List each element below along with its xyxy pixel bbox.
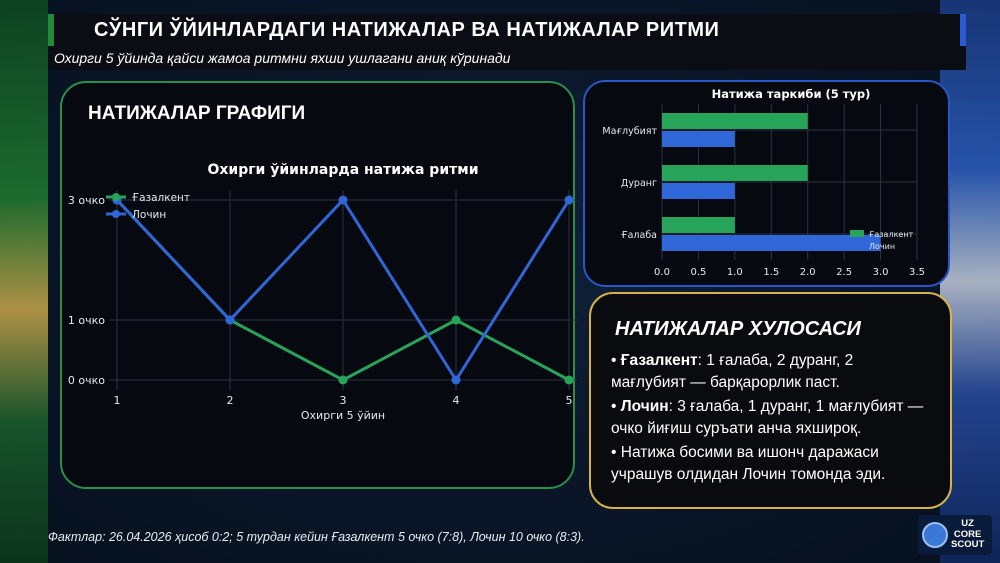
line-chart-legend: Ғазалкент Лочин [106,192,190,221]
x-tick-label: 2.5 [836,267,852,278]
x-tick-label: 0.0 [654,267,670,278]
bar-chart-legend: Ғазалкент Лочин [850,230,914,251]
category-label: Ғалаба [621,230,657,241]
x-tick-label: 4 [453,394,460,407]
series-point [338,375,348,385]
bar [662,165,808,181]
results-chart-panel: НАТИЖАЛАР ГРАФИГИ Охирги ўйинларда натиж… [60,81,577,489]
legend-label: Ғазалкент [132,192,190,204]
legend-label: Лочин [132,209,166,221]
line-chart-title: Охирги ўйинларда натижа ритми [207,162,478,178]
line-chart: Охирги ўйинларда натижа ритми 1 2 3 4 5 0 оч… [68,162,577,422]
summary-heading: НАТИЖАЛАР ХУЛОСАСИ [615,318,861,340]
summary-item: • Ғазалкент: 1 ғалаба, 2 дуранг, 2 мағлу… [611,350,931,394]
bar-chart-grid [661,104,918,260]
bar-chart-bars [662,113,881,251]
bar-chart-title: Натижа таркиби (5 тур) [712,87,871,101]
x-tick-label: 2 [227,394,234,407]
results-breakdown-panel: Натижа таркиби (5 тур) Мағлубият Дуранг Ға… [583,80,950,287]
bar [662,217,735,233]
legend-marker [112,210,120,218]
title-bar: СЎНГИ ЎЙИНЛАРДАГИ НАТИЖАЛАР ВА НАТИЖАЛАР… [48,14,966,46]
category-label: Дуранг [621,178,657,189]
summary-text: Натижа босими ва ишонч даражаси учрашув … [611,444,886,483]
series-point [451,375,461,385]
summary-list: • Ғазалкент: 1 ғалаба, 2 дуранг, 2 мағлу… [611,350,931,488]
bar [662,113,808,129]
line-chart-y-ticks: 0 очко 1 очко 3 очко [68,194,105,387]
logo-line: UZ [961,518,974,529]
x-tick-label: 1 [114,394,121,407]
series-point [225,315,235,325]
team-name: Ғазалкент [620,352,698,369]
summary-text: : 1 ғалаба, 2 дуранг, 2 мағлубият — барқ… [611,352,854,391]
subtitle-bar: Охирги 5 ўйинда қайси жамоа ритмни яхши … [48,46,966,70]
series-point [564,195,574,205]
uz-core-scout-logo: UZ CORE SCOUT [918,515,992,555]
summary-text: : 3 ғалаба, 1 дуранг, 1 мағлубият — очко… [611,398,924,437]
bar [662,235,881,251]
bullet: • [611,398,617,415]
x-tick-label: 3.5 [909,267,925,278]
x-tick-label: 2.0 [800,267,816,278]
series-point [338,195,348,205]
bullet: • [611,352,617,369]
x-tick-label: 1.0 [727,267,743,278]
x-tick-label: 3.0 [873,267,889,278]
x-tick-label: 1.5 [763,267,779,278]
bullet: • [611,444,617,461]
category-label: Мағлубият [602,126,657,137]
y-tick-label: 1 очко [68,314,105,327]
legend-marker [112,193,120,201]
page-title: СЎНГИ ЎЙИНЛАРДАГИ НАТИЖАЛАР ВА НАТИЖАЛАР… [94,19,720,41]
y-tick-label: 0 очко [68,374,105,387]
logo-line: CORE [953,528,982,540]
x-tick-label: 0.5 [690,267,706,278]
bar [662,183,735,199]
bar-chart-category-labels: Мағлубият Дуранг Ғалаба [602,126,657,241]
legend-swatch [850,230,864,237]
footer-facts: Фактлар: 26.04.2026 ҳисоб 0:2; 5 турдан … [48,530,585,544]
logo-ball-icon [922,522,948,548]
y-tick-label: 3 очко [68,194,105,207]
results-summary-panel: НАТИЖАЛАР ХУЛОСАСИ • Ғазалкент: 1 ғалаба… [589,292,952,509]
results-chart-heading: НАТИЖАЛАР ГРАФИГИ [88,103,306,124]
summary-item: • Натижа босими ва ишонч даражаси учрашу… [611,442,931,486]
legend-label: Лочин [869,242,895,251]
legend-swatch [850,242,864,249]
series-point [451,315,461,325]
line-chart-x-label: Охирги 5 ўйин [301,409,385,422]
bar-chart: Натижа таркиби (5 тур) Мағлубият Дуранг Ға… [602,87,925,278]
x-tick-label: 5 [566,394,573,407]
logo-line: SCOUT [951,539,985,550]
line-chart-x-ticks: 1 2 3 4 5 [114,394,573,407]
series-point [564,375,574,385]
x-tick-label: 3 [340,394,347,407]
legend-label: Ғазалкент [869,230,914,239]
background-stripe-left [0,0,48,563]
bar-chart-x-ticks: 0.0 0.5 1.0 1.5 2.0 2.5 3.0 3.5 [654,267,925,278]
page-subtitle: Охирги 5 ўйинда қайси жамоа ритмни яхши … [54,50,511,66]
logo-text: UZ CORE SCOUT [951,518,985,551]
summary-item: • Лочин: 3 ғалаба, 1 дуранг, 1 мағлубият… [611,396,931,440]
team-name: Лочин [620,398,669,415]
line-chart-grid [109,190,577,390]
bar [662,131,735,147]
